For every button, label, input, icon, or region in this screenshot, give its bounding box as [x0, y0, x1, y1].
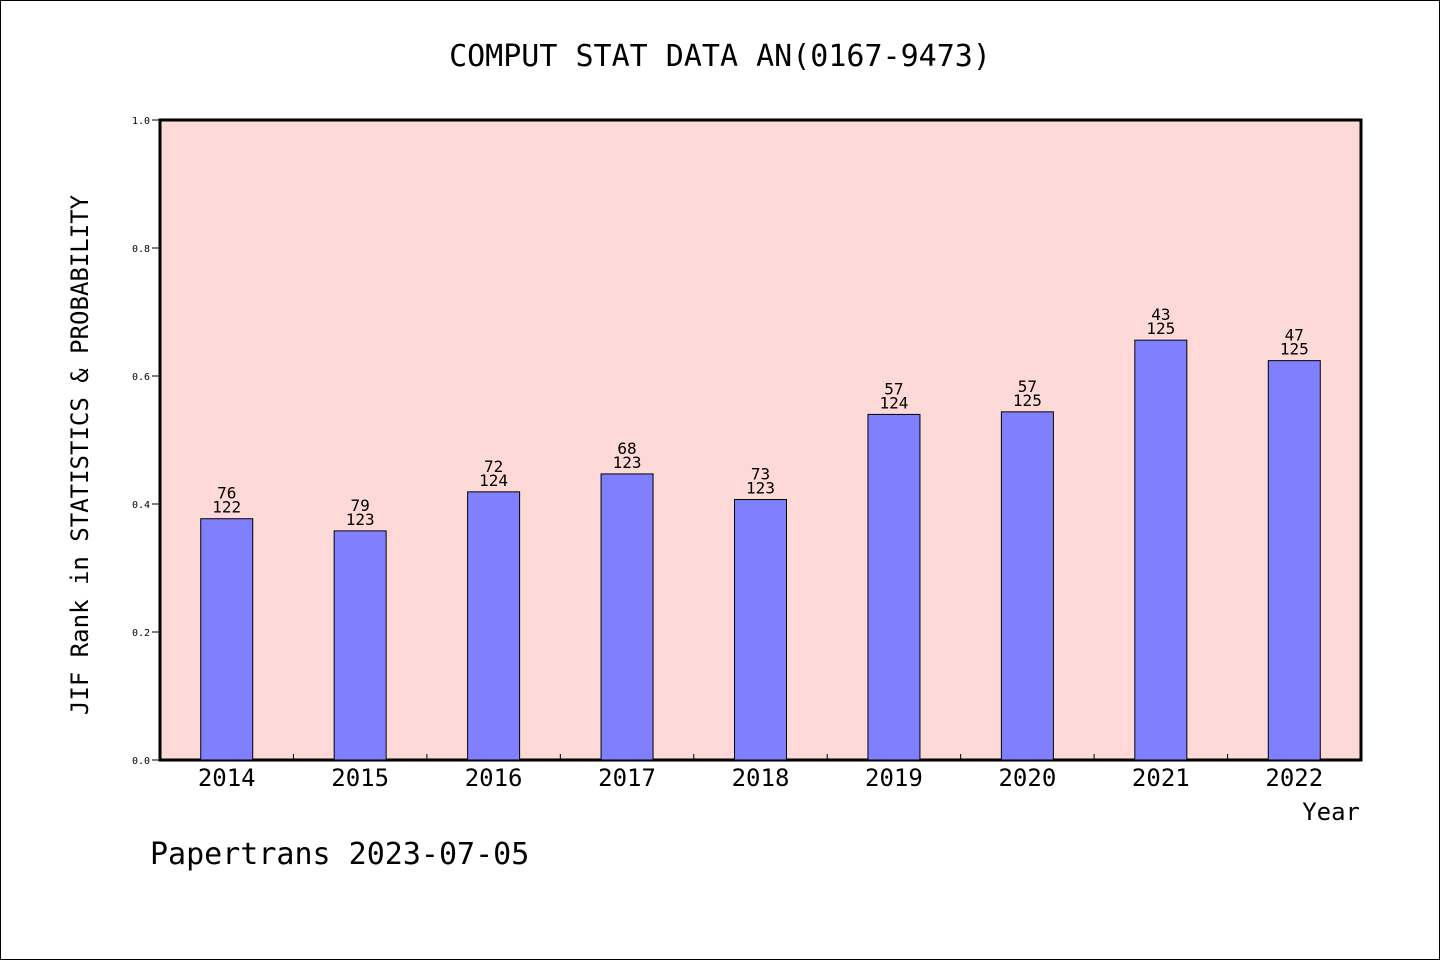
- bar-total-label: 122: [212, 498, 241, 517]
- bar-total-label: 124: [879, 393, 908, 412]
- bar-rank-label: 47: [1285, 326, 1304, 345]
- bar-rank-label: 79: [351, 496, 370, 515]
- bar-rank-label: 57: [884, 379, 903, 398]
- x-tick-label: 2016: [465, 764, 523, 792]
- y-tick-label: 0.0: [132, 756, 150, 767]
- bar-total-label: 123: [613, 453, 642, 472]
- x-tick-label: 2022: [1265, 764, 1323, 792]
- bar-rank-label: 43: [1151, 305, 1170, 324]
- bar-total-label: 123: [346, 510, 375, 529]
- bar-2019: [867, 413, 921, 761]
- bar-total-label: 125: [1280, 340, 1309, 359]
- bar-rank-label: 72: [484, 457, 503, 476]
- bar-rank-label: 68: [617, 439, 636, 458]
- bar-rank-label: 57: [1018, 377, 1037, 396]
- y-tick-label: 0.6: [132, 372, 150, 383]
- x-tick-label: 2021: [1132, 764, 1190, 792]
- y-axis: 0.0 0.2 0.4 0.6 0.8 1.0: [132, 116, 160, 767]
- y-tick-label: 1.0: [132, 116, 150, 127]
- bar-2020: [1000, 411, 1054, 761]
- bar-rank-label: 76: [217, 484, 236, 503]
- y-tick-label: 0.4: [132, 500, 150, 511]
- x-tick-label: 2014: [198, 764, 256, 792]
- bar-total-label: 125: [1013, 391, 1042, 410]
- footer-credit: Papertrans 2023-07-05: [150, 837, 529, 872]
- x-axis-title: Year: [1302, 798, 1360, 826]
- bar-2014: [200, 518, 254, 761]
- bar-2021: [1134, 339, 1188, 761]
- x-tick-label: 2015: [331, 764, 389, 792]
- x-tick-label: 2019: [865, 764, 923, 792]
- x-tick-label: 2018: [732, 764, 790, 792]
- bar-total-label: 123: [746, 479, 775, 498]
- bar-total-label: 125: [1146, 319, 1175, 338]
- bar-2017: [600, 473, 654, 761]
- bar-total-label: 124: [479, 471, 508, 490]
- bar-2016: [467, 491, 521, 761]
- bar-2015: [333, 530, 387, 761]
- chart-title: COMPUT STAT DATA AN(0167-9473): [449, 39, 991, 74]
- y-axis-title: JIF Rank in STATISTICS & PROBABILITY: [66, 194, 94, 715]
- x-tick-label: 2017: [598, 764, 656, 792]
- x-tick-label: 2020: [998, 764, 1056, 792]
- y-tick-label: 0.8: [132, 244, 150, 255]
- bar-rank-label: 73: [751, 465, 770, 484]
- x-axis: 2014 2015 2016 2017 2018 2019 2020 2021 2022: [198, 754, 1323, 792]
- y-tick-label: 0.2: [132, 628, 150, 639]
- bar-2018: [734, 499, 787, 761]
- bar-2022: [1267, 360, 1321, 761]
